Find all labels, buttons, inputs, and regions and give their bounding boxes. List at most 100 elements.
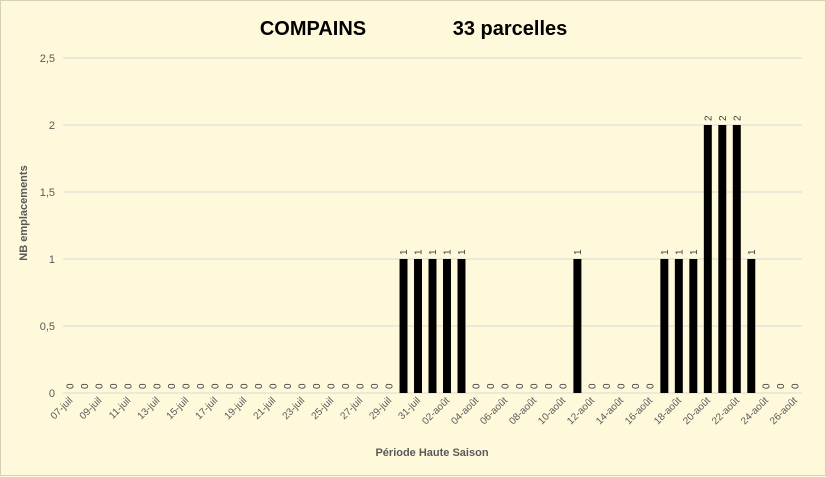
data-label: 0: [587, 383, 598, 389]
data-label: 0: [167, 383, 178, 389]
data-label: 0: [790, 383, 801, 389]
data-label: 1: [399, 249, 410, 255]
data-label: 1: [689, 249, 700, 255]
bars: [399, 125, 756, 393]
bar: [443, 259, 451, 393]
bar: [573, 259, 582, 393]
x-tick-label: 04-août: [449, 395, 481, 427]
data-label: 1: [573, 249, 584, 255]
data-labels: 0 0 0 0 0 0 0 0 0 0 0 0 0 0 0 0 0 0 0 0 0 0 01 1 1 1 10 0 0 0 0 0 010 0 0 0…: [66, 115, 802, 389]
data-label: 0: [95, 383, 106, 389]
data-label: 0: [486, 383, 497, 389]
x-tick-label: 18-août: [652, 395, 684, 427]
data-label: 0: [385, 383, 396, 389]
bar: [674, 259, 683, 393]
data-label: 0: [602, 383, 613, 389]
data-label: 0: [269, 383, 280, 389]
x-tick-label: 06-août: [478, 395, 510, 427]
data-label: 0: [298, 383, 309, 389]
data-label: 0: [283, 383, 294, 389]
y-axis-ticks: 0 0,5 1 1,5 2 2,5: [40, 53, 55, 400]
y-tick-label: 1,5: [40, 187, 55, 199]
data-label: 0: [225, 383, 236, 389]
x-axis-title: Période Haute Saison: [375, 447, 488, 459]
x-tick-label: 25-juil: [310, 395, 337, 422]
x-tick-label: 10-août: [536, 395, 568, 427]
data-label: 0: [558, 383, 569, 389]
data-label: 0: [254, 383, 265, 389]
data-label: 0: [776, 383, 787, 389]
data-label: 0: [66, 383, 77, 389]
chart-subtitle: 33 parcelles: [453, 18, 568, 40]
x-tick-label: 14-août: [594, 395, 626, 427]
data-label: 0: [80, 383, 91, 389]
data-label: 0: [515, 383, 526, 389]
data-label: 0: [196, 383, 207, 389]
data-label: 0: [341, 383, 352, 389]
x-tick-label: 16-août: [623, 395, 655, 427]
data-label: 0: [356, 383, 367, 389]
x-tick-label: 09-juil: [78, 395, 105, 422]
y-tick-label: 0,5: [40, 321, 55, 333]
data-label: 0: [616, 383, 627, 389]
data-label: 1: [747, 249, 758, 255]
data-label: 2: [732, 115, 743, 121]
data-label: 0: [500, 383, 511, 389]
bar: [689, 259, 698, 393]
x-tick-label: 24-août: [739, 395, 771, 427]
x-tick-label: 11-juil: [107, 395, 133, 421]
x-tick-label: 27-juil: [339, 395, 366, 422]
x-tick-label: 29-juil: [368, 395, 395, 422]
x-tick-label: 26-août: [768, 395, 800, 427]
x-tick-label: 23-juil: [281, 395, 308, 422]
x-tick-label: 21-juil: [252, 395, 279, 422]
bar: [732, 125, 741, 393]
x-tick-label: 31-juil: [396, 395, 423, 422]
data-label: 0: [138, 383, 149, 389]
data-label: 1: [442, 249, 453, 255]
x-tick-label: 08-août: [507, 395, 539, 427]
bar: [747, 259, 756, 393]
data-label: 1: [660, 249, 671, 255]
data-label: 1: [674, 249, 685, 255]
data-label: 1: [428, 249, 439, 255]
bar: [399, 259, 408, 393]
y-tick-label: 2: [49, 120, 55, 132]
data-label: 0: [124, 383, 135, 389]
data-label: 2: [703, 115, 714, 121]
data-label: 0: [109, 383, 120, 389]
data-label: 0: [544, 383, 555, 389]
bar: [414, 259, 422, 393]
x-tick-label: 12-août: [565, 395, 597, 427]
bar: [703, 125, 712, 393]
data-label: 0: [211, 383, 222, 389]
bar: [718, 125, 727, 393]
data-label: 1: [414, 249, 425, 255]
data-label: 1: [457, 249, 468, 255]
x-tick-label: 02-août: [420, 395, 452, 427]
x-axis-ticks: 07-juil 09-juil 11-juil 13-juil 15-juil 17-ju…: [49, 395, 800, 427]
data-label: 0: [631, 383, 642, 389]
bar: [660, 259, 669, 393]
data-label: 0: [761, 383, 772, 389]
data-label: 0: [153, 383, 164, 389]
chart-title: COMPAINS: [260, 18, 366, 40]
x-tick-label: 22-août: [710, 395, 742, 427]
y-tick-label: 0: [49, 388, 55, 400]
bar: [428, 259, 437, 393]
y-tick-label: 2,5: [40, 53, 55, 65]
x-tick-label: 20-août: [681, 395, 713, 427]
data-label: 0: [312, 383, 323, 389]
data-label: 0: [645, 383, 656, 389]
y-tick-label: 1: [49, 254, 55, 266]
data-label: 0: [327, 383, 338, 389]
bar: [457, 259, 466, 393]
data-label: 0: [240, 383, 251, 389]
x-tick-label: 17-juil: [194, 395, 221, 422]
x-tick-label: 13-juil: [136, 395, 163, 422]
data-label: 2: [718, 115, 729, 121]
x-tick-label: 15-juil: [165, 395, 192, 422]
y-axis-title: NB emplacements: [18, 165, 30, 260]
